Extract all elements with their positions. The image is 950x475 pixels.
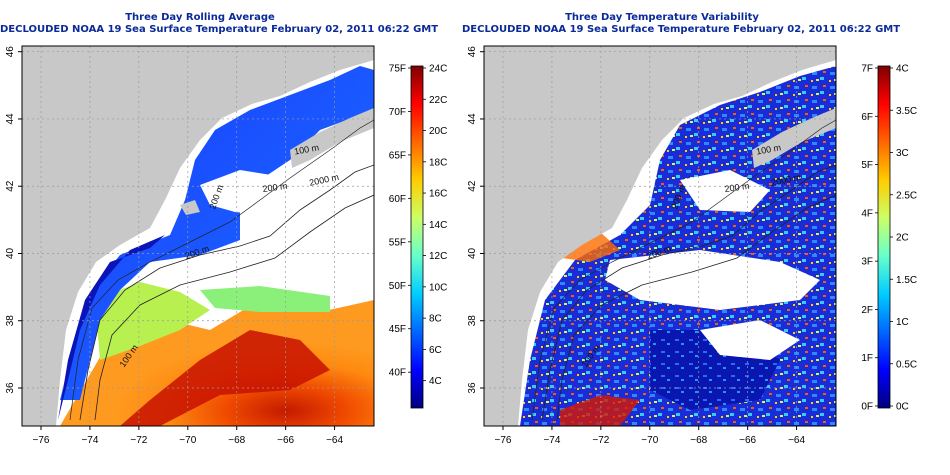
left-colorbar-c-label: 4C (429, 376, 442, 387)
left-colorbar-c-label: 6C (429, 345, 442, 356)
right-nova-scotia (752, 108, 836, 168)
left-colorbar-c-label: 12C (429, 251, 447, 262)
right-lon-tick-label: −64 (788, 435, 805, 446)
right-high-variability (560, 395, 640, 426)
right-colorbar-c-label: 0C (896, 402, 909, 413)
right-colorbar-c-label: 2.5C (896, 190, 917, 201)
right-colorbar-c-label: 1.5C (896, 275, 917, 286)
left-colorbar-c-label: 8C (429, 314, 442, 325)
right-lon-tick-label: −74 (543, 435, 560, 446)
right-colorbar-f-label: 0F (861, 402, 873, 413)
left-lat-tick-label: 40 (5, 247, 16, 259)
left-lat-tick-label: 38 (5, 315, 16, 327)
left-cape-cod (180, 200, 200, 215)
right-colorbar-c-label: 3C (896, 148, 909, 159)
right-lat-tick-label: 36 (467, 382, 478, 394)
left-map (22, 46, 374, 426)
right-colorbar-f-label: 4F (861, 208, 873, 219)
left-colorbar-c-label: 10C (429, 282, 447, 293)
right-map-title-line1: Three Day Temperature Variability (565, 12, 759, 23)
right-lat-tick-label: 40 (467, 247, 478, 259)
left-colorbar-f-label: 55F (389, 237, 406, 248)
right-map-title: Three Day Temperature Variability DECLOU… (462, 12, 901, 36)
right-lat-tick-label: 38 (467, 315, 478, 327)
left-colorbar-c-label: 16C (429, 189, 447, 200)
left-colorbar-c-label: 24C (429, 64, 447, 75)
right-lon-tick-label: −68 (690, 435, 707, 446)
left-lon-tick-label: −70 (179, 435, 196, 446)
left-colorbar-c-label: 20C (429, 126, 447, 137)
right-lat-tick-label: 46 (467, 46, 478, 58)
left-colorbar-f-label: 45F (389, 324, 406, 335)
left-lat-tick-label: 44 (5, 113, 16, 125)
right-lat-tick-label: 44 (467, 113, 478, 125)
right-lat-tick-label: 42 (467, 180, 478, 192)
left-colorbar-f-label: 50F (389, 281, 406, 292)
left-colorbar-f-label: 70F (389, 107, 406, 118)
right-colorbar-f-label: 6F (861, 112, 873, 123)
right-cloud-patch (605, 250, 820, 310)
right-colorbar-c-label: 3.5C (896, 106, 917, 117)
left-lat-tick-label: 46 (5, 46, 16, 58)
right-lon-tick-label: −70 (641, 435, 658, 446)
left-map-frame (21, 45, 375, 427)
left-lat-tick-label: 42 (5, 180, 16, 192)
right-contour-200m (541, 164, 836, 421)
left-map-title: Three Day Rolling Average DECLOUDED NOAA… (0, 12, 439, 36)
right-colorbar-f-label: 5F (861, 160, 873, 171)
right-lon-tick-label: −76 (495, 435, 512, 446)
left-colorbar-c-label: 18C (429, 157, 447, 168)
left-contour-2000m (94, 194, 374, 421)
left-map-title-line2: DECLOUDED NOAA 19 Sea Surface Temperatur… (0, 24, 439, 35)
left-mid-water-2 (200, 286, 330, 312)
right-colorbar-f-label: 2F (861, 305, 873, 316)
left-gulfstream-core (120, 330, 330, 426)
left-lon-tick-label: −72 (130, 435, 147, 446)
right-colorbar-f-label: 3F (861, 257, 873, 268)
left-lon-tick-label: −64 (326, 435, 343, 446)
right-colorbar-c-label: 0.5C (896, 359, 917, 370)
left-colorbar-f-label: 65F (389, 150, 406, 161)
left-colorbar-f-label: 60F (389, 194, 406, 205)
left-contour-label: 100 m (293, 142, 319, 156)
right-land (484, 46, 836, 426)
right-colorbar-f-label: 7F (861, 64, 873, 75)
left-contour-label: 200 m (262, 181, 288, 194)
right-colorbar-f-label: 1F (861, 353, 873, 364)
left-lon-tick-label: −68 (228, 435, 245, 446)
right-lon-tick-label: −66 (739, 435, 756, 446)
left-coastal-band (58, 235, 165, 420)
right-colorbar-c-label: 4C (896, 64, 909, 75)
left-lon-tick-label: −66 (277, 435, 294, 446)
left-lon-tick-label: −76 (33, 435, 50, 446)
right-contour-label: 100 m (755, 142, 781, 156)
right-map (484, 46, 836, 426)
left-contour-200m (79, 164, 374, 421)
left-colorbar-c-label: 14C (429, 220, 447, 231)
left-map-title-line1: Three Day Rolling Average (125, 12, 275, 23)
right-map-title-line2: DECLOUDED NOAA 19 Sea Surface Temperatur… (462, 24, 901, 35)
left-lon-tick-label: −74 (81, 435, 98, 446)
left-land (22, 46, 374, 426)
right-contour-2000m (556, 194, 836, 421)
left-cloud-patch (200, 170, 300, 215)
right-cloud-patch-3 (700, 320, 800, 360)
left-colorbar-f-label: 75F (389, 64, 406, 75)
right-colorbar-c-label: 1C (896, 317, 909, 328)
left-colorbar (410, 65, 424, 409)
right-contour-label: 200 m (724, 181, 750, 194)
right-colorbar-c-label: 2C (896, 233, 909, 244)
left-colorbar-f-label: 40F (389, 368, 406, 379)
left-colorbar-c-label: 22C (429, 95, 447, 106)
left-cloud-patch-2 (250, 222, 330, 258)
right-map-frame (483, 45, 837, 427)
right-lon-tick-label: −72 (592, 435, 609, 446)
left-nova-scotia (290, 108, 374, 168)
right-colorbar (877, 65, 891, 409)
left-lat-tick-label: 36 (5, 382, 16, 394)
